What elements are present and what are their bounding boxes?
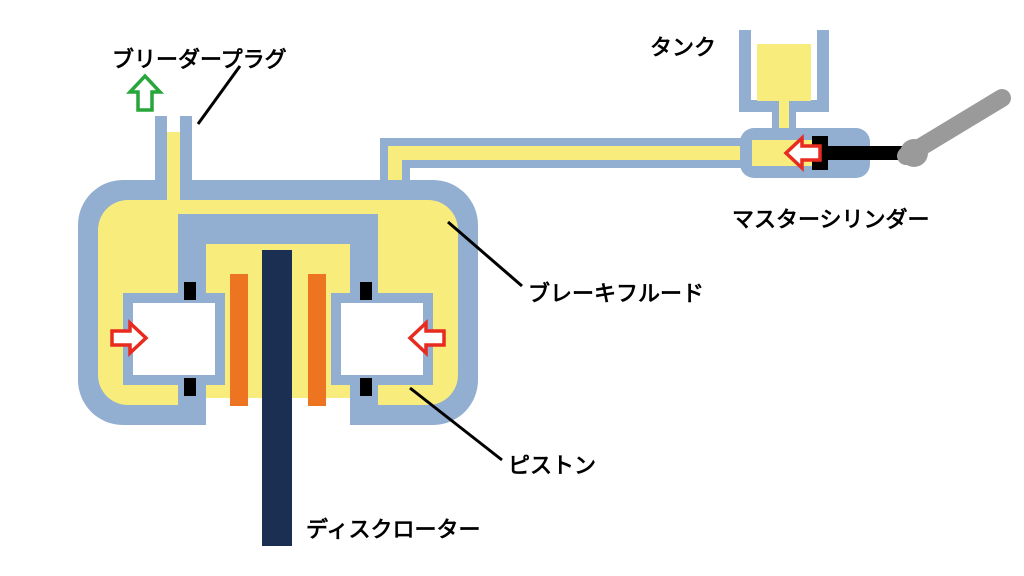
brake-system-diagram <box>0 0 1024 576</box>
seal-top-right <box>360 282 372 300</box>
leader-bleeder <box>198 66 240 124</box>
label-brake-fluid: ブレーキフルード <box>528 276 704 308</box>
pad-right <box>308 274 326 406</box>
seal-top-left <box>184 282 196 300</box>
seal-bottom-left <box>184 378 196 396</box>
lever-pivot <box>900 139 928 167</box>
disc-rotor <box>262 250 292 546</box>
label-bleeder-plug: ブリーダープラグ <box>112 42 287 74</box>
caliper-bridge-top <box>178 214 378 244</box>
label-tank: タンク <box>650 30 716 62</box>
pad-left <box>230 274 248 406</box>
tank <box>745 30 823 142</box>
label-master-cylinder: マスターシリンダー <box>732 202 930 234</box>
label-piston: ピストン <box>508 448 596 480</box>
tube-horizontal-fluid <box>388 146 774 160</box>
label-disc-rotor: ディスクローター <box>306 512 480 544</box>
arrow-bleeder-up-icon <box>130 76 160 110</box>
seal-bottom-right <box>360 378 372 396</box>
